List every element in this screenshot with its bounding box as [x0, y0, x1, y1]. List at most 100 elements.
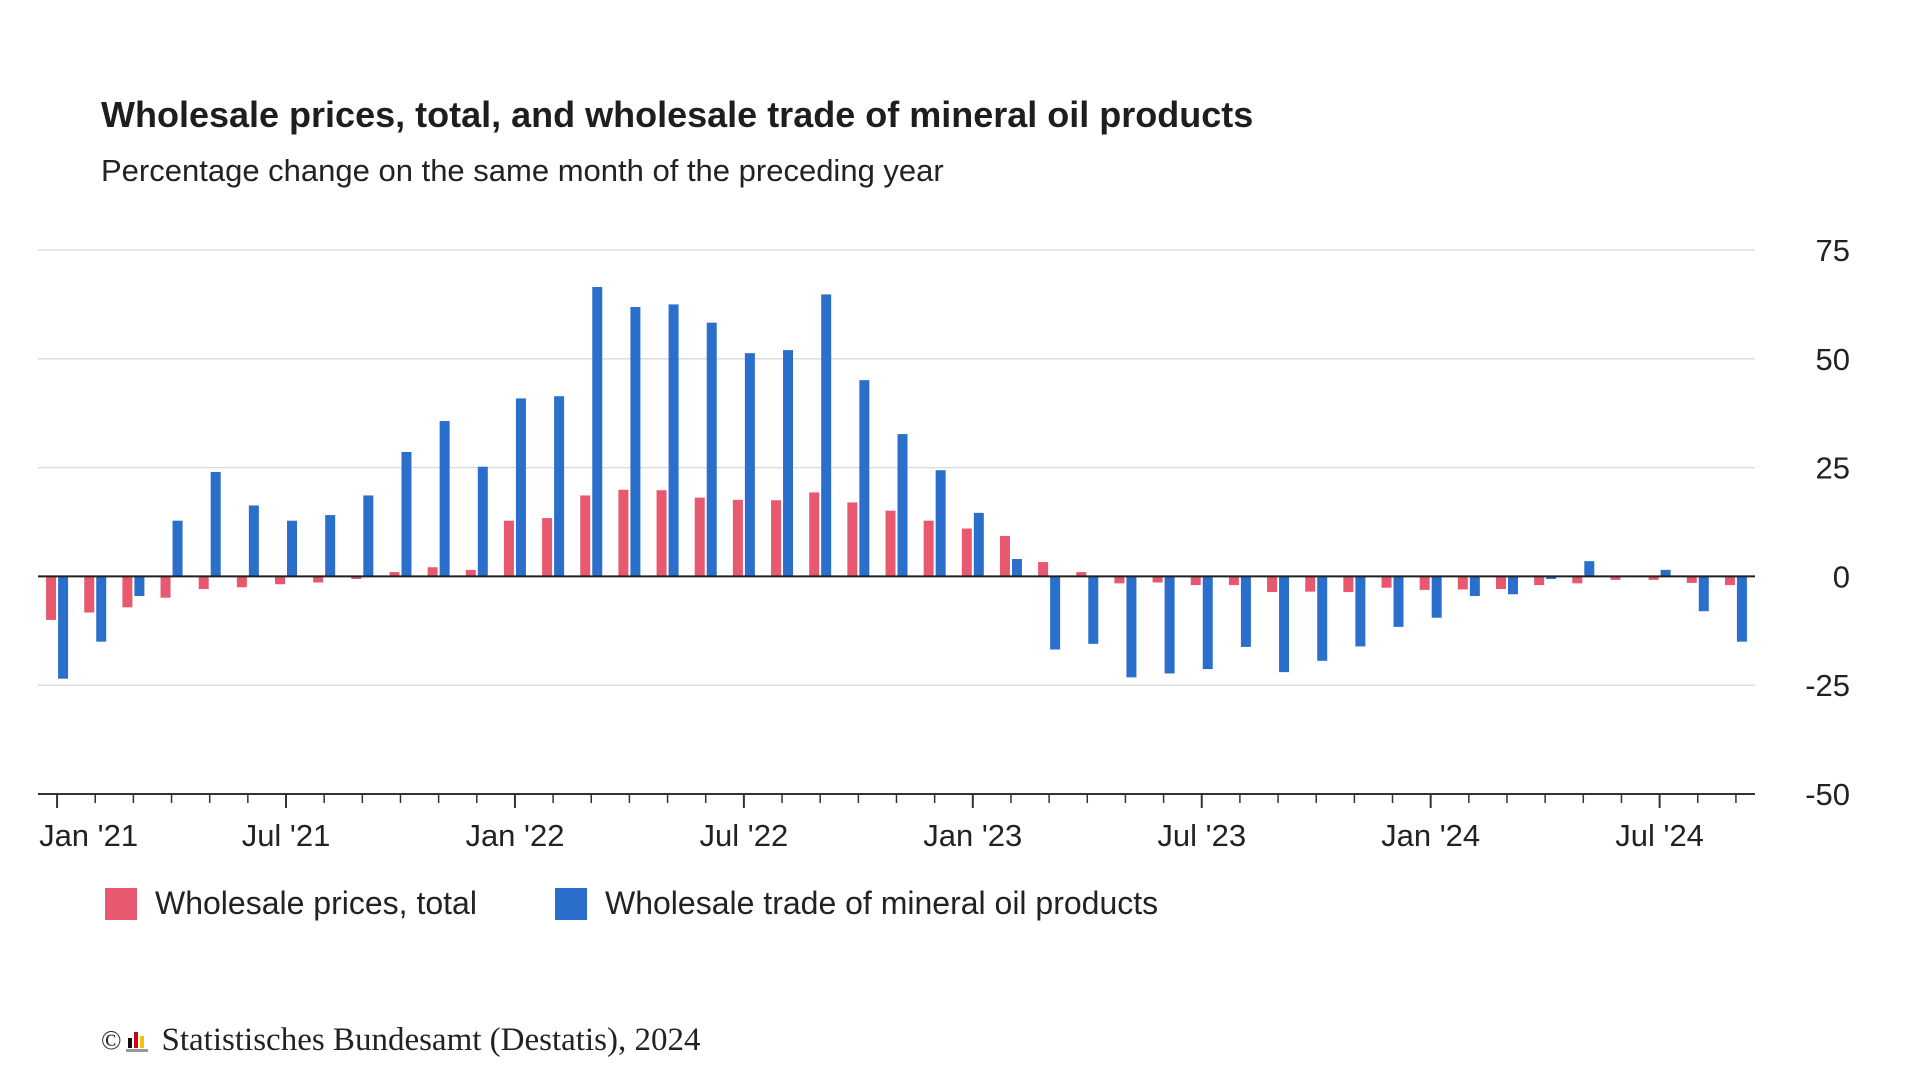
bar-mineral-oil[interactable] — [477, 466, 488, 577]
bar-wholesale-total[interactable] — [351, 576, 362, 580]
bar-wholesale-total[interactable] — [1610, 576, 1621, 580]
bar-mineral-oil[interactable] — [1355, 576, 1366, 647]
bar-mineral-oil[interactable] — [1088, 576, 1099, 644]
bar-wholesale-total[interactable] — [1228, 576, 1239, 586]
bar-wholesale-total[interactable] — [961, 528, 972, 577]
bar-wholesale-total[interactable] — [1267, 576, 1278, 593]
bar-mineral-oil[interactable] — [592, 286, 603, 577]
bar-wholesale-total[interactable] — [1343, 576, 1354, 593]
bar-mineral-oil[interactable] — [325, 515, 336, 577]
bar-wholesale-total[interactable] — [122, 576, 133, 608]
bar-wholesale-total[interactable] — [236, 576, 247, 588]
y-tick-label: 75 — [1816, 233, 1850, 268]
bar-wholesale-total[interactable] — [847, 502, 858, 577]
bar-wholesale-total[interactable] — [809, 492, 820, 577]
x-tick-label: Jul '24 — [1615, 818, 1704, 853]
bar-mineral-oil[interactable] — [859, 380, 870, 577]
bar-mineral-oil[interactable] — [1698, 576, 1709, 612]
bar-mineral-oil[interactable] — [1317, 576, 1328, 661]
bar-mineral-oil[interactable] — [1164, 576, 1175, 674]
bar-wholesale-total[interactable] — [694, 497, 705, 577]
bar-wholesale-total[interactable] — [771, 500, 782, 577]
bar-mineral-oil[interactable] — [1240, 576, 1251, 647]
legend-item-total[interactable]: Wholesale prices, total — [105, 885, 477, 922]
bar-mineral-oil[interactable] — [1660, 569, 1671, 577]
bar-mineral-oil[interactable] — [172, 520, 183, 577]
bar-mineral-oil[interactable] — [1011, 558, 1022, 577]
bar-wholesale-total[interactable] — [1457, 576, 1468, 590]
bar-mineral-oil[interactable] — [439, 421, 450, 577]
bar-mineral-oil[interactable] — [1584, 561, 1595, 577]
bar-mineral-oil[interactable] — [1736, 576, 1747, 642]
bar-wholesale-total[interactable] — [1572, 576, 1583, 584]
bar-mineral-oil[interactable] — [1279, 576, 1290, 673]
legend-item-oil[interactable]: Wholesale trade of mineral oil products — [555, 885, 1158, 922]
bar-mineral-oil[interactable] — [58, 576, 69, 679]
bar-wholesale-total[interactable] — [732, 499, 743, 577]
bar-wholesale-total[interactable] — [656, 490, 667, 577]
bar-mineral-oil[interactable] — [1393, 576, 1404, 627]
bar-wholesale-total[interactable] — [160, 576, 171, 598]
bar-wholesale-total[interactable] — [275, 576, 286, 585]
bar-mineral-oil[interactable] — [1431, 576, 1442, 618]
bar-mineral-oil[interactable] — [287, 520, 298, 577]
bar-wholesale-total[interactable] — [1038, 562, 1049, 577]
bar-mineral-oil[interactable] — [1126, 576, 1137, 678]
copyright-symbol: © — [101, 1025, 122, 1055]
bar-wholesale-total[interactable] — [1076, 572, 1087, 577]
bar-mineral-oil[interactable] — [897, 434, 908, 577]
bar-mineral-oil[interactable] — [1050, 576, 1061, 650]
bar-mineral-oil[interactable] — [630, 307, 641, 577]
y-axis-labels: 75 50 25 0 -25 -50 — [1805, 233, 1850, 812]
bar-wholesale-total[interactable] — [542, 518, 553, 577]
bar-mineral-oil[interactable] — [1469, 576, 1480, 596]
bar-wholesale-total[interactable] — [1495, 576, 1506, 590]
bar-mineral-oil[interactable] — [248, 505, 259, 577]
bar-mineral-oil[interactable] — [363, 495, 374, 577]
bar-wholesale-total[interactable] — [389, 572, 400, 577]
bar-wholesale-total[interactable] — [1686, 576, 1697, 583]
bar-wholesale-total[interactable] — [1419, 576, 1430, 590]
bar-wholesale-total[interactable] — [84, 576, 95, 613]
bar-mineral-oil[interactable] — [134, 576, 145, 596]
bar-mineral-oil[interactable] — [706, 322, 717, 577]
bar-wholesale-total[interactable] — [885, 510, 896, 577]
bar-wholesale-total[interactable] — [1305, 576, 1316, 592]
bar-wholesale-total[interactable] — [1648, 576, 1659, 580]
bar-wholesale-total[interactable] — [1534, 576, 1545, 586]
bar-mineral-oil[interactable] — [554, 396, 565, 577]
bar-wholesale-total[interactable] — [313, 576, 324, 583]
bar-mineral-oil[interactable] — [210, 471, 221, 577]
bar-mineral-oil[interactable] — [821, 294, 832, 577]
bar-wholesale-total[interactable] — [465, 569, 476, 577]
chart-title: Wholesale prices, total, and wholesale t… — [101, 94, 1254, 135]
bar-wholesale-total[interactable] — [618, 489, 629, 577]
bar-wholesale-total[interactable] — [1114, 576, 1125, 584]
bar-wholesale-total[interactable] — [198, 576, 209, 590]
bar-mineral-oil[interactable] — [1546, 576, 1557, 580]
bar-mineral-oil[interactable] — [973, 512, 984, 577]
bar-mineral-oil[interactable] — [1202, 576, 1213, 670]
bar-mineral-oil[interactable] — [783, 350, 794, 577]
bar-wholesale-total[interactable] — [1190, 576, 1201, 586]
bar-wholesale-total[interactable] — [427, 567, 438, 577]
x-tick-label: Jan '23 — [923, 818, 1022, 853]
bar-mineral-oil[interactable] — [935, 470, 946, 577]
x-tick-label: Jan '21 — [39, 818, 138, 853]
bar-wholesale-total[interactable] — [923, 520, 934, 577]
bar-mineral-oil[interactable] — [401, 451, 412, 577]
bar-mineral-oil[interactable] — [744, 353, 755, 577]
bar-wholesale-total[interactable] — [580, 495, 591, 577]
bar-wholesale-total[interactable] — [1381, 576, 1392, 588]
bar-wholesale-total[interactable] — [46, 576, 57, 620]
bar-wholesale-total[interactable] — [1152, 576, 1163, 583]
bar-mineral-oil[interactable] — [1507, 576, 1518, 595]
bar-wholesale-total[interactable] — [503, 520, 514, 577]
bar-mineral-oil[interactable] — [668, 304, 679, 577]
footer-text: Statistisches Bundesamt (Destatis), 2024 — [161, 1022, 701, 1058]
bar-wholesale-total[interactable] — [1724, 576, 1735, 586]
bar-mineral-oil[interactable] — [515, 398, 526, 577]
bar-mineral-oil[interactable] — [96, 576, 107, 642]
bar-wholesale-total[interactable] — [999, 535, 1010, 577]
